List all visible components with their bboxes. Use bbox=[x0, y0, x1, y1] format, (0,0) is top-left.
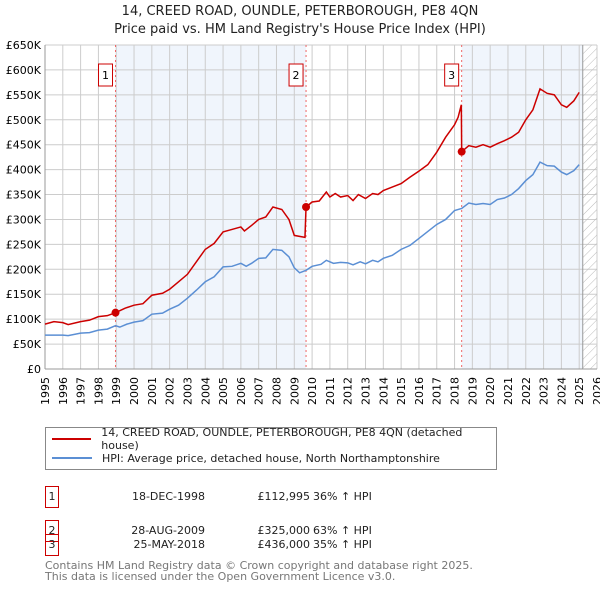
sale-label: 2 bbox=[293, 69, 300, 82]
sale-date: 25-MAY-2018 bbox=[133, 538, 205, 551]
y-tick-label: £500K bbox=[6, 114, 42, 127]
sale-price: £325,000 bbox=[257, 524, 311, 537]
ownership-band bbox=[461, 45, 583, 369]
x-tick-label: 2015 bbox=[395, 377, 408, 405]
legend-label: HPI: Average price, detached house, Nort… bbox=[102, 451, 440, 465]
x-tick-label: 2002 bbox=[164, 377, 177, 405]
y-tick-label: £300K bbox=[6, 213, 42, 226]
legend-item-hpi: HPI: Average price, detached house, Nort… bbox=[52, 450, 440, 466]
y-tick-label: £550K bbox=[6, 89, 42, 102]
sale-hpi: 36% ↑ HPI bbox=[313, 490, 372, 503]
x-tick-label: 2005 bbox=[217, 377, 230, 405]
legend-item-property: 14, CREED ROAD, OUNDLE, PETERBOROUGH, PE… bbox=[52, 426, 496, 452]
sale-label-box bbox=[98, 63, 114, 87]
sale-number: 1 bbox=[45, 486, 59, 508]
chart-subtitle: Price paid vs. HM Land Registry's House … bbox=[114, 22, 486, 37]
y-tick-label: £150K bbox=[6, 288, 42, 301]
x-tick-label: 2006 bbox=[235, 377, 248, 405]
x-tick-label: 2014 bbox=[377, 377, 390, 405]
series-line bbox=[44, 87, 580, 326]
x-tick-label: 2026 bbox=[591, 377, 600, 405]
price-chart: 1995 1996 1997 1998 1999 2000 2001 2002 2003 2004… bbox=[6, 39, 600, 405]
x-tick-label: 2016 bbox=[413, 377, 426, 405]
legend-label: 14, CREED ROAD, OUNDLE, PETERBOROUGH, PE… bbox=[101, 426, 463, 452]
x-tick-label: 2004 bbox=[199, 377, 212, 405]
sale-label: 1 bbox=[102, 69, 109, 82]
x-tick-label: 2024 bbox=[555, 377, 568, 405]
chart-title: 14, CREED ROAD, OUNDLE, PETERBOROUGH, PE… bbox=[121, 4, 479, 19]
sale-row: 1 18-DEC-1998 £112,995 36% ↑ HPI bbox=[45, 486, 495, 508]
x-tick-label: 2019 bbox=[466, 377, 479, 405]
x-tick-label: 1998 bbox=[92, 377, 105, 405]
y-tick-label: £350K bbox=[6, 189, 42, 202]
sale-point bbox=[457, 147, 466, 156]
x-tick-label: 2025 bbox=[573, 377, 586, 405]
sale-label-box bbox=[288, 63, 304, 87]
x-tick-label: 1997 bbox=[75, 377, 88, 405]
x-tick-label: 2009 bbox=[288, 377, 301, 405]
x-tick-label: 2010 bbox=[306, 377, 319, 405]
y-tick-label: £200K bbox=[6, 263, 42, 276]
x-tick-label: 2017 bbox=[431, 377, 444, 405]
y-tick-label: £650K bbox=[6, 39, 42, 52]
y-tick-label: £400K bbox=[6, 164, 42, 177]
x-tick-label: 1995 bbox=[39, 377, 52, 405]
sale-point bbox=[111, 308, 120, 317]
sale-price: £112,995 bbox=[257, 490, 311, 503]
x-tick-label: 2021 bbox=[502, 377, 515, 405]
y-tick-label: £50K bbox=[13, 338, 42, 351]
sale-price: £436,000 bbox=[257, 538, 311, 551]
forecast-hatch bbox=[582, 45, 597, 369]
y-tick-label: £600K bbox=[6, 64, 42, 77]
y-tick-label: £0 bbox=[27, 363, 41, 376]
sale-number: 3 bbox=[45, 534, 59, 556]
x-tick-label: 2023 bbox=[538, 377, 551, 405]
x-tick-label: 2020 bbox=[484, 377, 497, 405]
x-tick-label: 2018 bbox=[449, 377, 462, 405]
x-tick-label: 2011 bbox=[324, 377, 337, 405]
y-tick-label: £450K bbox=[6, 139, 42, 152]
sale-point bbox=[302, 203, 311, 211]
sale-label-box bbox=[444, 63, 460, 87]
x-tick-label: 2008 bbox=[270, 377, 283, 405]
x-tick-label: 1999 bbox=[110, 377, 123, 405]
x-tick-label: 1996 bbox=[57, 377, 70, 405]
series-line bbox=[45, 161, 580, 337]
footer-line: Contains HM Land Registry data © Crown c… bbox=[45, 559, 473, 572]
legend-swatch-blue bbox=[52, 457, 92, 459]
x-tick-label: 2013 bbox=[360, 377, 373, 405]
sale-hpi: 63% ↑ HPI bbox=[313, 524, 372, 537]
x-tick-label: 2012 bbox=[342, 377, 355, 405]
sale-number: 2 bbox=[45, 520, 59, 542]
x-tick-label: 2007 bbox=[253, 377, 266, 405]
footer: Contains HM Land Registry data © Crown c… bbox=[45, 560, 473, 582]
sale-label: 3 bbox=[448, 69, 455, 82]
x-tick-label: 2022 bbox=[520, 377, 533, 405]
x-tick-label: 2001 bbox=[146, 377, 159, 405]
x-tick-label: 2000 bbox=[128, 377, 141, 405]
sale-date: 28-AUG-2009 bbox=[131, 524, 205, 537]
sale-hpi: 35% ↑ HPI bbox=[313, 538, 372, 551]
y-tick-label: £100K bbox=[6, 313, 42, 326]
footer-line: This data is licensed under the Open Gov… bbox=[45, 570, 396, 583]
sale-date: 18-DEC-1998 bbox=[131, 490, 205, 503]
sale-row: 3 25-MAY-2018 £436,000 35% ↑ HPI bbox=[45, 534, 495, 576]
x-tick-label: 2003 bbox=[181, 377, 194, 405]
legend: 14, CREED ROAD, OUNDLE, PETERBOROUGH, PE… bbox=[45, 426, 497, 470]
sale-row: 2 28-AUG-2009 £325,000 63% ↑ HPI bbox=[45, 520, 495, 542]
y-tick-label: £250K bbox=[6, 238, 42, 251]
legend-swatch-red bbox=[52, 438, 92, 440]
